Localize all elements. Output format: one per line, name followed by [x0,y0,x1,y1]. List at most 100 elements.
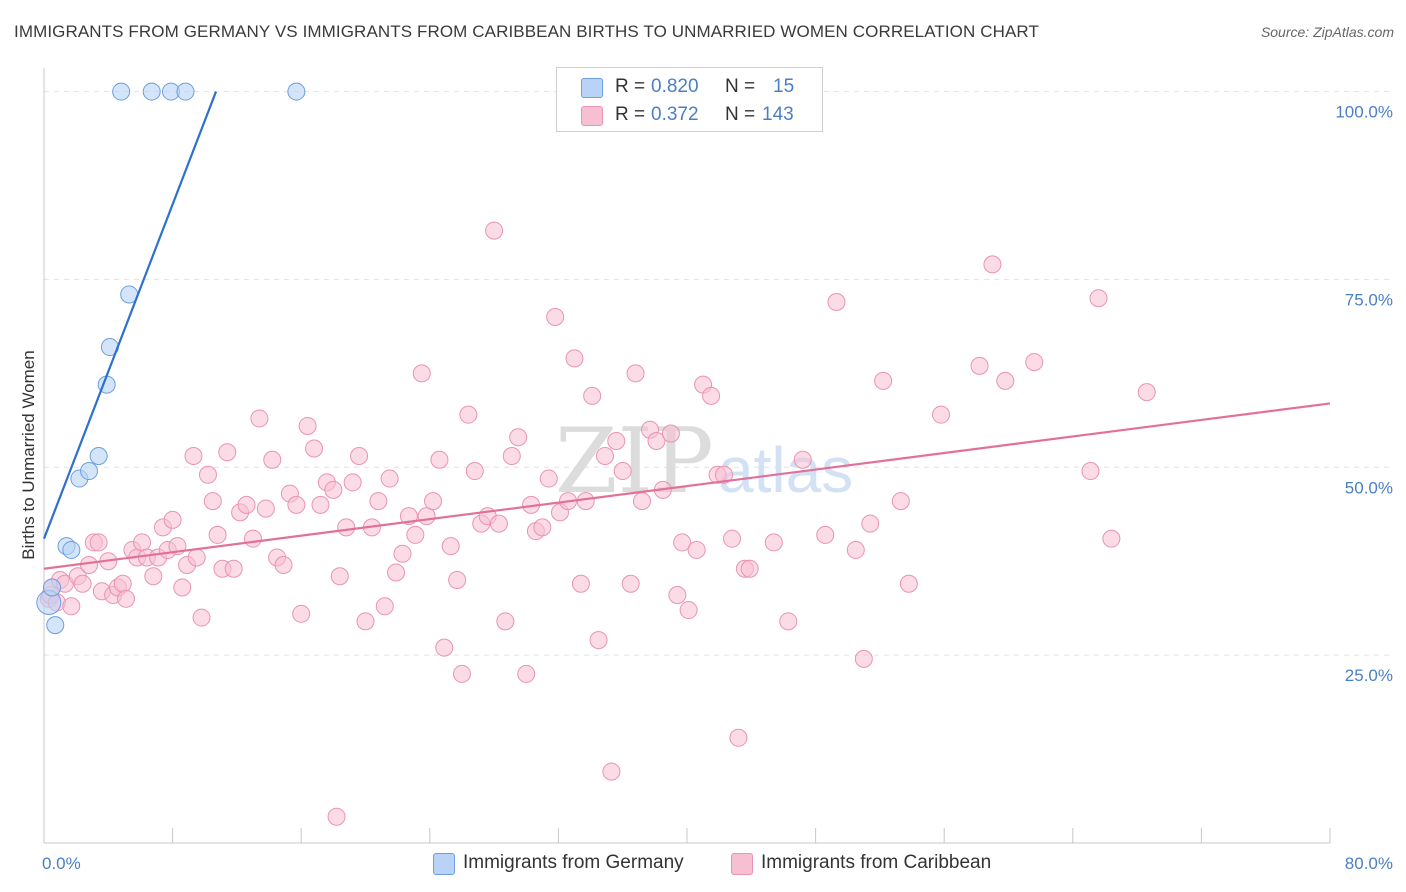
caribbean-point [485,221,504,240]
caribbean-point [198,465,217,484]
legend-n-value-caribbean: 143 [762,104,794,125]
germany-trend-line [42,91,218,540]
caribbean-point [1081,462,1100,481]
caribbean-point [626,364,645,383]
germany-points [36,82,306,635]
germany-point [287,82,306,101]
caribbean-point [369,492,388,511]
legend-r-value-caribbean: 0.372 [651,104,699,125]
germany-point [62,540,81,559]
legend-n-label: N = [725,104,756,125]
caribbean-point [243,529,262,548]
caribbean-point [163,510,182,529]
caribbean-point [632,492,651,511]
caribbean-point [764,533,783,552]
caribbean-point [827,292,846,311]
caribbean-point [489,514,508,533]
caribbean-point [517,664,536,683]
legend-n-label: N = [725,76,756,97]
caribbean-point [668,586,687,605]
caribbean-point [327,807,346,826]
legend-row-germany: R = 0.820 N = 15 [557,72,822,102]
caribbean-point [793,450,812,469]
caribbean-point [931,405,950,424]
caribbean-point [113,574,132,593]
germany-point [176,82,195,101]
germany-point [80,462,99,481]
caribbean-point [144,567,163,586]
germany-point [142,82,161,101]
caribbean-point [435,638,454,657]
caribbean-point [1025,353,1044,372]
caribbean-point [203,492,222,511]
bottom-legend-swatch-germany [433,853,455,875]
y-tick-label: 75.0% [1345,290,1393,309]
caribbean-point [311,495,330,514]
y-tick-label: 25.0% [1345,666,1393,685]
caribbean-point [187,548,206,567]
caribbean-point [330,567,349,586]
caribbean-point [576,492,595,511]
gridlines [44,91,1392,656]
caribbean-point [816,525,835,544]
correlation-legend: R = 0.820 N = 15 R = 0.372 N = 143 [556,67,823,132]
axes [43,68,1331,844]
caribbean-point [661,424,680,443]
caribbean-point [539,469,558,488]
y-tick-label: 50.0% [1345,478,1393,497]
watermark-atlas: atlas [718,434,853,506]
source-credit: Source: ZipAtlas.com [1260,24,1394,40]
caribbean-point [133,533,152,552]
germany-point [112,82,131,101]
caribbean-point [602,762,621,781]
caribbean-point [874,371,893,390]
caribbean-point [184,447,203,466]
caribbean-point [779,612,798,631]
caribbean-point [546,308,565,326]
caribbean-point [417,507,436,526]
caribbean-point [673,533,692,552]
caribbean-point [621,574,640,593]
caribbean-point [571,574,590,593]
caribbean-trend-line [43,402,1331,570]
caribbean-point [424,492,443,511]
caribbean-point [1102,529,1121,548]
caribbean-point [502,447,521,466]
caribbean-point [891,492,910,511]
bottom-legend-label-caribbean: Immigrants from Caribbean [761,852,992,873]
caribbean-point [899,574,918,593]
legend-r-value-germany: 0.820 [651,76,699,97]
caribbean-point [375,597,394,616]
caribbean-point [305,439,324,458]
caribbean-point [1089,289,1108,308]
x-tick-label: 80.0% [1345,854,1393,873]
caribbean-point [173,578,192,597]
caribbean-point [237,495,256,514]
legend-r-label: R = [615,76,646,97]
legend-n-value-germany: 15 [773,76,795,97]
caribbean-point [208,525,227,544]
caribbean-point [983,255,1002,274]
caribbean-point [62,597,81,616]
caribbean-point [292,604,311,623]
caribbean-point [509,428,528,447]
caribbean-point [263,450,282,469]
caribbean-point [224,559,243,578]
germany-point [89,447,108,466]
y-tick-label: 100.0% [1335,103,1393,122]
caribbean-point [613,462,632,481]
caribbean-point [256,499,275,518]
germany-point [46,616,65,635]
caribbean-points [39,221,1156,826]
caribbean-point [192,608,211,627]
caribbean-point [274,555,293,574]
caribbean-point [607,431,626,450]
caribbean-point [589,631,608,650]
bottom-legend-swatch-caribbean [731,853,753,875]
caribbean-point [740,559,759,578]
caribbean-point [723,529,742,548]
caribbean-point [287,495,306,514]
germany-point [43,578,62,597]
caribbean-point [970,356,989,375]
